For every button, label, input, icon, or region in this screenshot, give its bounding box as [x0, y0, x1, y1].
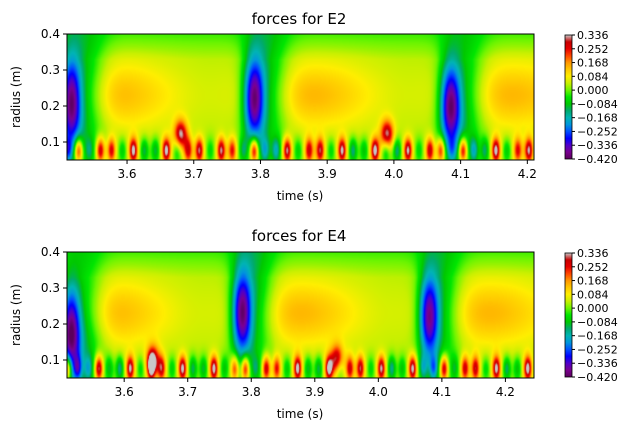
colorbar-tick-label: 0.336	[577, 29, 609, 42]
colorbar-ticks: 0.3360.2520.1680.0840.000−0.084−0.168−0.…	[572, 247, 618, 384]
y-tick-label: 0.1	[41, 353, 60, 367]
x-tick-label: 3.9	[318, 167, 337, 181]
x-tick-label: 4.1	[432, 385, 451, 399]
y-axis-label: radius (m)	[9, 284, 23, 346]
colorbar-tick-label: −0.336	[577, 139, 618, 152]
colorbar-tick-label: −0.336	[577, 357, 618, 370]
x-tick-label: 3.9	[305, 385, 324, 399]
chart-title: forces for E4	[252, 227, 347, 245]
chart-e4: forces for E4 3.6 3.7 3.8 3.9 4.0 4.1 4.2 0.1 0.…	[9, 227, 618, 421]
colorbar-gradient	[564, 252, 573, 378]
heatmap-area	[66, 251, 535, 379]
x-axis-label: time (s)	[277, 189, 324, 203]
y-tick-label: 0.1	[41, 135, 60, 149]
colorbar-tick-label: −0.084	[577, 316, 618, 329]
colorbar-ticks: 0.3360.2520.1680.0840.000−0.084−0.168−0.…	[572, 29, 618, 166]
axes: 3.6 3.7 3.8 3.9 4.0 4.1 4.2 0.1 0.2 0.3 0.4	[41, 245, 515, 399]
chart-title: forces for E2	[252, 10, 347, 28]
x-tick-label: 4.1	[451, 167, 470, 181]
y-tick-label: 0.2	[41, 99, 60, 113]
y-tick-label: 0.3	[41, 63, 60, 77]
colorbar: 0.3360.2520.1680.0840.000−0.084−0.168−0.…	[564, 29, 618, 166]
colorbar-tick-label: 0.000	[577, 302, 609, 315]
heatmap-image	[67, 252, 534, 378]
colorbar-tick-label: −0.168	[577, 330, 618, 343]
colorbar-tick-label: 0.168	[577, 57, 609, 70]
y-tick-label: 0.4	[41, 27, 60, 41]
colorbar-tick-label: 0.252	[577, 261, 609, 274]
colorbar-tick-label: 0.000	[577, 84, 609, 97]
y-axis-label: radius (m)	[9, 66, 23, 128]
colorbar-tick-label: 0.168	[577, 275, 609, 288]
heatmap-area	[66, 33, 535, 161]
x-tick-label: 3.8	[242, 385, 261, 399]
x-tick-label: 4.0	[369, 385, 388, 399]
chart-e2: forces for E2 3.6 3.7 3.8 3.9 4.0 4.1 4.2 0.1 0.…	[9, 10, 618, 203]
x-tick-label: 3.7	[184, 167, 203, 181]
colorbar-tick-label: −0.252	[577, 125, 618, 138]
colorbar-tick-label: −0.084	[577, 98, 618, 111]
colorbar-tick-label: −0.252	[577, 343, 618, 356]
colorbar: 0.3360.2520.1680.0840.000−0.084−0.168−0.…	[564, 247, 618, 384]
x-tick-label: 3.6	[117, 167, 136, 181]
plot-frame	[66, 251, 535, 379]
x-tick-label: 3.7	[178, 385, 197, 399]
axes: 3.6 3.7 3.8 3.9 4.0 4.1 4.2 0.1 0.2 0.3 0.4	[41, 27, 537, 181]
x-tick-label: 3.8	[251, 167, 270, 181]
colorbar-tick-label: −0.420	[577, 371, 618, 384]
y-tick-label: 0.3	[41, 281, 60, 295]
colorbar-gradient	[564, 34, 573, 160]
x-tick-label: 4.2	[496, 385, 515, 399]
x-tick-label: 4.2	[518, 167, 537, 181]
x-tick-label: 4.0	[384, 167, 403, 181]
colorbar-tick-label: 0.252	[577, 43, 609, 56]
colorbar-tick-label: −0.168	[577, 112, 618, 125]
x-axis-label: time (s)	[277, 407, 324, 421]
colorbar-tick-label: 0.084	[577, 70, 609, 83]
colorbar-tick-label: 0.084	[577, 288, 609, 301]
y-tick-label: 0.4	[41, 245, 60, 259]
colorbar-tick-label: 0.336	[577, 247, 609, 260]
x-tick-label: 3.6	[115, 385, 134, 399]
heatmap-image	[67, 34, 534, 160]
colorbar-tick-label: −0.420	[577, 153, 618, 166]
y-tick-label: 0.2	[41, 317, 60, 331]
plot-frame	[66, 33, 535, 161]
